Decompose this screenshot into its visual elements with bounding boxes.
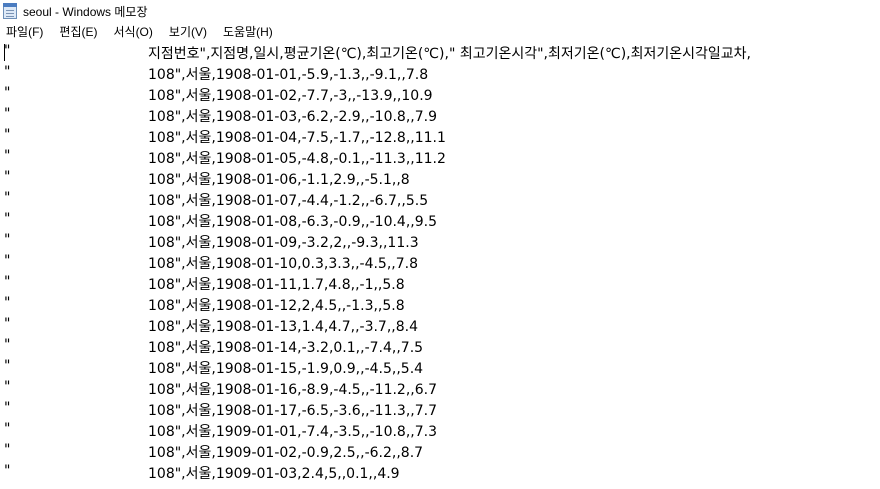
line-text: 108",서울,1908-01-11,1.7,4.8,,-1,,5.8 bbox=[148, 277, 405, 293]
line-quote: " bbox=[4, 43, 11, 59]
text-line: " 108",서울,1909-01-03,2.4,5,,0.1,,4.9 bbox=[0, 462, 880, 483]
line-text: 108",서울,1908-01-05,-4.8,-0.1,,-11.3,,11.… bbox=[148, 151, 446, 167]
line-text: 108",서울,1908-01-06,-1.1,2.9,,-5.1,,8 bbox=[148, 172, 410, 188]
line-quote: " bbox=[4, 295, 11, 311]
menu-file[interactable]: 파일(F) bbox=[6, 25, 44, 39]
line-quote: " bbox=[4, 274, 11, 290]
line-text: 108",서울,1908-01-07,-4.4,-1.2,,-6.7,,5.5 bbox=[148, 193, 429, 209]
text-line: " 108",서울,1908-01-04,-7.5,-1.7,,-12.8,,11… bbox=[0, 126, 880, 147]
line-text: 108",서울,1908-01-16,-8.9,-4.5,,-11.2,,6.7 bbox=[148, 382, 438, 398]
line-quote: " bbox=[4, 358, 11, 374]
line-text: 108",서울,1908-01-04,-7.5,-1.7,,-12.8,,11.… bbox=[148, 130, 446, 146]
line-text: 지점번호",지점명,일시,평균기온(℃),최고기온(℃)," 최고기온시각",최… bbox=[148, 46, 751, 62]
line-quote: " bbox=[4, 232, 11, 248]
text-line: " 108",서울,1908-01-17,-6.5,-3.6,,-11.3,,7.… bbox=[0, 399, 880, 420]
text-line: " 108",서울,1908-01-15,-1.9,0.9,,-4.5,,5.4 bbox=[0, 357, 880, 378]
line-quote: " bbox=[4, 190, 11, 206]
text-line: " 108",서울,1908-01-07,-4.4,-1.2,,-6.7,,5.5 bbox=[0, 189, 880, 210]
line-quote: " bbox=[4, 211, 11, 227]
line-text: 108",서울,1908-01-14,-3.2,0.1,,-7.4,,7.5 bbox=[148, 340, 424, 356]
notepad-icon bbox=[3, 3, 17, 19]
menu-help[interactable]: 도움말(H) bbox=[222, 25, 273, 39]
text-line: " 108",서울,1908-01-02,-7.7,-3,,-13.9,,10.9 bbox=[0, 84, 880, 105]
line-text: 108",서울,1908-01-03,-6.2,-2.9,,-10.8,,7.9 bbox=[148, 109, 438, 125]
line-quote: " bbox=[4, 127, 11, 143]
text-line: " 108",서울,1908-01-01,-5.9,-1.3,,-9.1,,7.8 bbox=[0, 63, 880, 84]
line-quote: " bbox=[4, 85, 11, 101]
line-text: 108",서울,1909-01-02,-0.9,2.5,,-6.2,,8.7 bbox=[148, 445, 424, 461]
line-text: 108",서울,1908-01-17,-6.5,-3.6,,-11.3,,7.7 bbox=[148, 403, 438, 419]
line-quote: " bbox=[4, 148, 11, 164]
line-quote: " bbox=[4, 64, 11, 80]
text-line: " 108",서울,1908-01-11,1.7,4.8,,-1,,5.8 bbox=[0, 273, 880, 294]
text-line: " 108",서울,1908-01-10,0.3,3.3,,-4.5,,7.8 bbox=[0, 252, 880, 273]
line-text: 108",서울,1908-01-02,-7.7,-3,,-13.9,,10.9 bbox=[148, 88, 433, 104]
line-quote: " bbox=[4, 463, 11, 479]
text-line: " 108",서울,1908-01-08,-6.3,-0.9,,-10.4,,9.… bbox=[0, 210, 880, 231]
line-quote: " bbox=[4, 316, 11, 332]
line-quote: " bbox=[4, 442, 11, 458]
text-line: " 108",서울,1909-01-01,-7.4,-3.5,,-10.8,,7.… bbox=[0, 420, 880, 441]
line-text: 108",서울,1909-01-03,2.4,5,,0.1,,4.9 bbox=[148, 466, 400, 482]
text-line: " 108",서울,1908-01-06,-1.1,2.9,,-5.1,,8 bbox=[0, 168, 880, 189]
text-line: " 108",서울,1908-01-12,2,4.5,,-1.3,,5.8 bbox=[0, 294, 880, 315]
line-text: 108",서울,1909-01-01,-7.4,-3.5,,-10.8,,7.3 bbox=[148, 424, 438, 440]
line-quote: " bbox=[4, 106, 11, 122]
line-quote: " bbox=[4, 400, 11, 416]
line-quote: " bbox=[4, 379, 11, 395]
text-editor-area[interactable]: " 지점번호",지점명,일시,평균기온(℃),최고기온(℃)," 최고기온시각",… bbox=[0, 42, 880, 489]
text-line: " 108",서울,1908-01-03,-6.2,-2.9,,-10.8,,7.… bbox=[0, 105, 880, 126]
text-line: " 108",서울,1908-01-09,-3.2,2,,-9.3,,11.3 bbox=[0, 231, 880, 252]
line-text: 108",서울,1908-01-01,-5.9,-1.3,,-9.1,,7.8 bbox=[148, 67, 429, 83]
text-caret bbox=[4, 44, 5, 61]
line-text: 108",서울,1908-01-09,-3.2,2,,-9.3,,11.3 bbox=[148, 235, 419, 251]
text-line: " 108",서울,1909-01-02,-0.9,2.5,,-6.2,,8.7 bbox=[0, 441, 880, 462]
menu-edit[interactable]: 편집(E) bbox=[59, 25, 98, 39]
window-title: seoul - Windows 메모장 bbox=[23, 4, 148, 19]
line-text: 108",서울,1908-01-12,2,4.5,,-1.3,,5.8 bbox=[148, 298, 405, 314]
text-line: " 108",서울,1908-01-16,-8.9,-4.5,,-11.2,,6.… bbox=[0, 378, 880, 399]
line-text: 108",서울,1908-01-13,1.4,4.7,,-3.7,,8.4 bbox=[148, 319, 418, 335]
text-line: " 108",서울,1908-01-05,-4.8,-0.1,,-11.3,,11… bbox=[0, 147, 880, 168]
line-text: 108",서울,1908-01-08,-6.3,-0.9,,-10.4,,9.5 bbox=[148, 214, 438, 230]
menu-format[interactable]: 서식(O) bbox=[113, 25, 153, 39]
text-lines: " 지점번호",지점명,일시,평균기온(℃),최고기온(℃)," 최고기온시각",… bbox=[0, 42, 880, 483]
line-quote: " bbox=[4, 169, 11, 185]
line-text: 108",서울,1908-01-10,0.3,3.3,,-4.5,,7.8 bbox=[148, 256, 418, 272]
menu-view[interactable]: 보기(V) bbox=[168, 25, 207, 39]
menu-bar: 파일(F) 편집(E) 서식(O) 보기(V) 도움말(H) bbox=[0, 22, 880, 42]
line-quote: " bbox=[4, 253, 11, 269]
line-quote: " bbox=[4, 421, 11, 437]
text-line: " 지점번호",지점명,일시,평균기온(℃),최고기온(℃)," 최고기온시각",… bbox=[0, 42, 880, 63]
line-text: 108",서울,1908-01-15,-1.9,0.9,,-4.5,,5.4 bbox=[148, 361, 424, 377]
text-line: " 108",서울,1908-01-14,-3.2,0.1,,-7.4,,7.5 bbox=[0, 336, 880, 357]
line-quote: " bbox=[4, 337, 11, 353]
title-bar[interactable]: seoul - Windows 메모장 bbox=[0, 0, 880, 22]
text-line: " 108",서울,1908-01-13,1.4,4.7,,-3.7,,8.4 bbox=[0, 315, 880, 336]
